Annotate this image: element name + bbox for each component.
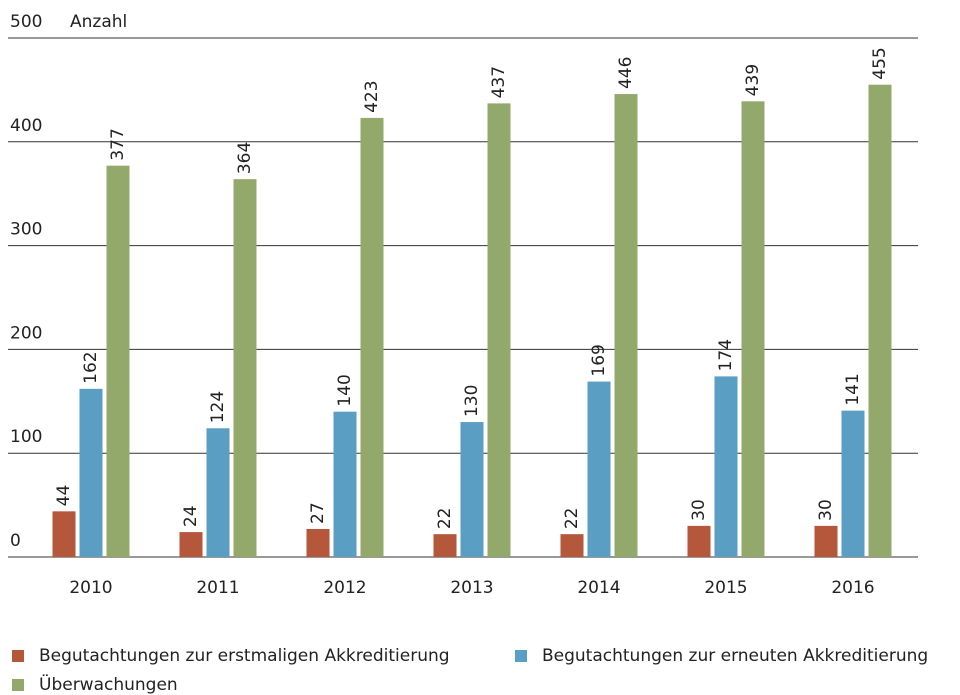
bar [106,165,130,557]
bar [52,511,76,557]
x-tick-label: 2014 [577,578,620,598]
value-label: 30 [816,499,836,521]
y-tick-label: 500 [10,12,42,32]
value-label: 140 [335,374,355,406]
bar [206,428,230,557]
legend-label: Begutachtungen zur erstmaligen Akkrediti… [39,646,450,666]
legend-swatch [515,650,527,662]
bar [233,179,257,557]
bar [333,411,357,557]
value-label: 27 [308,502,328,524]
y-tick-label: 100 [10,427,42,447]
y-axis-label: Anzahl [70,12,127,32]
value-label: 24 [181,505,201,527]
value-label: 446 [616,57,636,89]
bar [433,534,457,557]
x-tick-label: 2010 [69,578,112,598]
y-tick-label: 300 [10,220,42,240]
bar [306,528,330,557]
bar [487,103,511,558]
legend-label: Überwachungen [39,673,178,695]
value-label: 124 [208,391,228,423]
bar [841,410,865,557]
bar [360,117,384,558]
x-tick-label: 2012 [323,578,366,598]
x-tick-label: 2011 [196,578,239,598]
legend-label: Begutachtungen zur erneuten Akkreditieru… [542,646,928,666]
legend-swatch [12,679,24,691]
bar [814,525,838,557]
bar [79,388,103,557]
value-label: 439 [743,64,763,96]
value-label: 423 [362,80,382,112]
value-label: 22 [435,508,455,530]
legend-swatch [12,650,24,662]
y-tick-label: 200 [10,323,42,343]
bar [560,534,584,557]
bar [179,532,203,557]
x-tick-label: 2016 [831,578,874,598]
bar [868,84,892,558]
value-label: 44 [54,485,74,507]
bar [714,376,738,557]
value-label: 169 [589,344,609,376]
x-tick-label: 2015 [704,578,747,598]
value-label: 455 [870,47,890,79]
bar [687,525,711,557]
bar [587,381,611,557]
value-label: 377 [108,128,128,160]
value-label: 141 [843,373,863,405]
x-tick-label: 2013 [450,578,493,598]
bar [614,94,638,557]
value-label: 174 [716,339,736,371]
y-tick-label: 0 [10,531,21,551]
value-label: 130 [462,385,482,417]
value-label: 30 [689,499,709,521]
value-label: 437 [489,66,509,98]
bar [741,101,765,558]
value-label: 364 [235,142,255,174]
value-label: 22 [562,508,582,530]
value-label: 162 [81,351,101,383]
bar [460,422,484,557]
y-tick-label: 400 [10,116,42,136]
